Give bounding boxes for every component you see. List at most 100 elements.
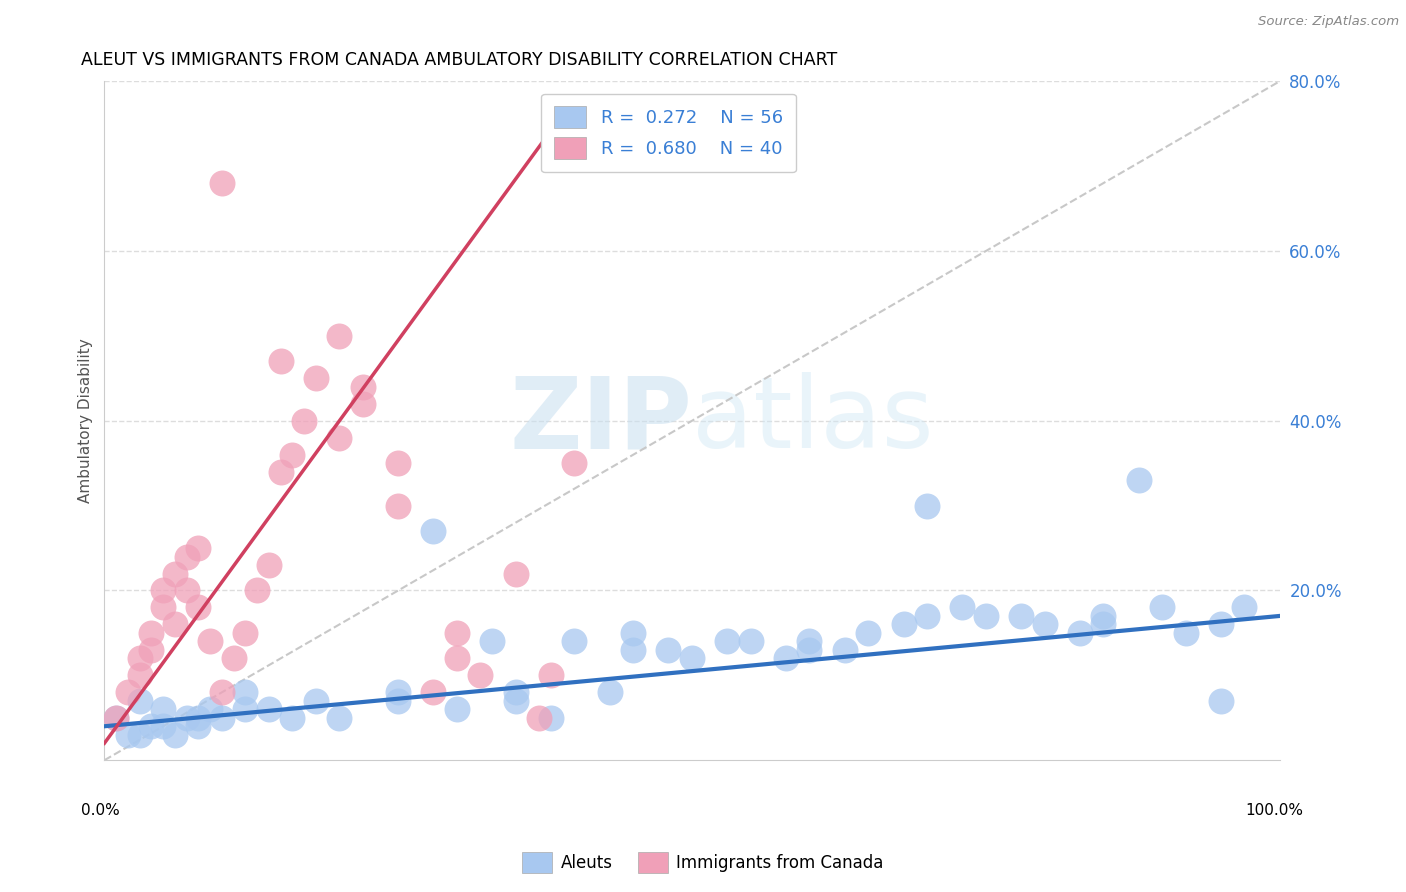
Point bbox=[141, 626, 163, 640]
Point bbox=[446, 702, 468, 716]
Point bbox=[281, 448, 304, 462]
Point bbox=[1209, 694, 1232, 708]
Point bbox=[564, 456, 586, 470]
Point bbox=[152, 600, 174, 615]
Point bbox=[328, 329, 350, 343]
Point bbox=[915, 609, 938, 624]
Point bbox=[163, 728, 186, 742]
Point bbox=[1033, 617, 1056, 632]
Point bbox=[176, 549, 198, 564]
Point bbox=[893, 617, 915, 632]
Point bbox=[305, 694, 328, 708]
Point bbox=[540, 668, 562, 682]
Point bbox=[235, 685, 257, 699]
Point bbox=[540, 711, 562, 725]
Point bbox=[352, 380, 374, 394]
Point bbox=[141, 643, 163, 657]
Point bbox=[446, 626, 468, 640]
Point bbox=[105, 711, 128, 725]
Legend: Aleuts, Immigrants from Canada: Aleuts, Immigrants from Canada bbox=[516, 846, 890, 880]
Point bbox=[328, 431, 350, 445]
Point bbox=[163, 566, 186, 581]
Point bbox=[621, 626, 644, 640]
Point bbox=[387, 694, 409, 708]
Text: atlas: atlas bbox=[692, 372, 934, 469]
Point bbox=[292, 414, 315, 428]
Point bbox=[257, 558, 280, 572]
Point bbox=[198, 634, 221, 648]
Point bbox=[1010, 609, 1032, 624]
Point bbox=[152, 719, 174, 733]
Point bbox=[915, 499, 938, 513]
Point bbox=[1150, 600, 1173, 615]
Point bbox=[128, 668, 150, 682]
Point bbox=[328, 711, 350, 725]
Point bbox=[446, 651, 468, 665]
Point bbox=[128, 694, 150, 708]
Point bbox=[387, 685, 409, 699]
Point bbox=[387, 499, 409, 513]
Point bbox=[211, 685, 233, 699]
Point bbox=[152, 583, 174, 598]
Point bbox=[527, 711, 550, 725]
Point bbox=[799, 643, 821, 657]
Point bbox=[128, 728, 150, 742]
Point bbox=[1209, 617, 1232, 632]
Y-axis label: Ambulatory Disability: Ambulatory Disability bbox=[79, 338, 93, 503]
Point bbox=[470, 668, 492, 682]
Point bbox=[681, 651, 703, 665]
Text: Source: ZipAtlas.com: Source: ZipAtlas.com bbox=[1258, 15, 1399, 28]
Point bbox=[281, 711, 304, 725]
Point bbox=[422, 685, 444, 699]
Point bbox=[257, 702, 280, 716]
Point bbox=[1174, 626, 1197, 640]
Point bbox=[858, 626, 880, 640]
Point bbox=[505, 566, 527, 581]
Point bbox=[128, 651, 150, 665]
Point bbox=[235, 702, 257, 716]
Point bbox=[1069, 626, 1091, 640]
Point bbox=[799, 634, 821, 648]
Text: 100.0%: 100.0% bbox=[1246, 804, 1303, 818]
Point bbox=[422, 524, 444, 538]
Point bbox=[270, 354, 292, 368]
Point bbox=[105, 711, 128, 725]
Point bbox=[599, 685, 621, 699]
Point bbox=[505, 685, 527, 699]
Point bbox=[564, 634, 586, 648]
Point bbox=[621, 643, 644, 657]
Point bbox=[270, 465, 292, 479]
Point bbox=[387, 456, 409, 470]
Point bbox=[1128, 473, 1150, 487]
Legend: R =  0.272    N = 56, R =  0.680    N = 40: R = 0.272 N = 56, R = 0.680 N = 40 bbox=[541, 94, 796, 172]
Point bbox=[775, 651, 797, 665]
Text: ZIP: ZIP bbox=[509, 372, 692, 469]
Point bbox=[117, 728, 139, 742]
Point bbox=[950, 600, 973, 615]
Point bbox=[740, 634, 762, 648]
Point bbox=[834, 643, 856, 657]
Point bbox=[246, 583, 269, 598]
Point bbox=[187, 711, 209, 725]
Point bbox=[117, 685, 139, 699]
Point bbox=[505, 694, 527, 708]
Point bbox=[176, 711, 198, 725]
Point bbox=[305, 371, 328, 385]
Point bbox=[716, 634, 738, 648]
Point bbox=[222, 651, 245, 665]
Point bbox=[198, 702, 221, 716]
Point bbox=[152, 702, 174, 716]
Point bbox=[187, 600, 209, 615]
Point bbox=[211, 711, 233, 725]
Text: 0.0%: 0.0% bbox=[82, 804, 120, 818]
Point bbox=[481, 634, 503, 648]
Point bbox=[187, 541, 209, 555]
Point bbox=[176, 583, 198, 598]
Point bbox=[211, 176, 233, 190]
Point bbox=[235, 626, 257, 640]
Point bbox=[1092, 609, 1115, 624]
Point bbox=[1092, 617, 1115, 632]
Point bbox=[1233, 600, 1256, 615]
Point bbox=[352, 397, 374, 411]
Text: ALEUT VS IMMIGRANTS FROM CANADA AMBULATORY DISABILITY CORRELATION CHART: ALEUT VS IMMIGRANTS FROM CANADA AMBULATO… bbox=[82, 51, 837, 69]
